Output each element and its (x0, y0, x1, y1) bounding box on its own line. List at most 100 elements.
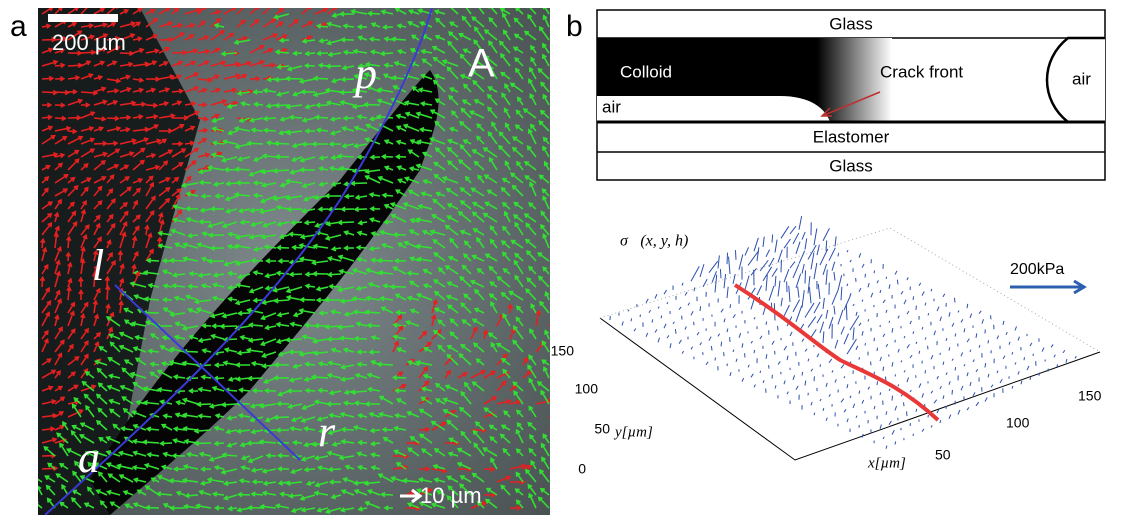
arrow (171, 60, 184, 67)
arrow (158, 128, 174, 134)
arrow (304, 361, 316, 367)
arrow (355, 285, 368, 292)
arrow (369, 427, 381, 434)
arrow (459, 229, 472, 236)
arrow (822, 331, 825, 343)
arrow (298, 308, 316, 314)
arrow (483, 29, 498, 41)
arrow (942, 361, 945, 366)
arrow (380, 153, 394, 160)
arrow (54, 136, 68, 145)
arrow (187, 232, 199, 239)
arrow (298, 78, 316, 84)
arrow (67, 301, 76, 314)
arrow (364, 61, 381, 68)
arrow (489, 436, 498, 444)
arrow (966, 407, 970, 411)
arrow (303, 62, 316, 69)
arrow (496, 475, 512, 483)
arrow (159, 440, 173, 447)
arrow (145, 102, 159, 109)
arrow (732, 314, 736, 319)
arrow (921, 393, 924, 398)
arrow (981, 319, 984, 324)
arrow (1008, 341, 1011, 345)
arrow (354, 372, 368, 379)
arrow (193, 428, 212, 434)
arrow (822, 297, 825, 309)
arrow (236, 491, 251, 498)
arrow (227, 284, 238, 291)
arrow (395, 139, 407, 145)
arrow (85, 404, 95, 418)
arrow (750, 373, 754, 378)
arrow (726, 252, 729, 265)
arrow (262, 221, 277, 228)
arrow (197, 116, 209, 122)
arrow (945, 372, 948, 376)
arrow (855, 415, 858, 419)
arrow (457, 159, 472, 171)
arrow (169, 311, 186, 318)
arrow (407, 189, 420, 197)
arrow (861, 433, 864, 438)
arrow (735, 358, 738, 362)
arrow (67, 384, 79, 392)
arrow (418, 366, 429, 379)
arrow (158, 74, 176, 80)
arrow (535, 309, 542, 327)
arrow (119, 114, 132, 121)
arrow (54, 339, 65, 353)
arrow (780, 297, 783, 307)
arrow (354, 194, 368, 200)
arrow (161, 269, 173, 275)
arrow (261, 351, 277, 359)
arrow (448, 87, 459, 93)
arrow (290, 219, 303, 226)
arrow (660, 315, 663, 319)
arrow (458, 353, 472, 366)
arrow (200, 283, 212, 289)
arrow (185, 294, 199, 301)
arrow (528, 377, 537, 392)
arrow (538, 174, 550, 184)
arrow (210, 17, 222, 28)
arrow (340, 364, 355, 370)
arrow (669, 343, 672, 349)
arrow (227, 505, 238, 512)
arrow (303, 322, 316, 328)
arrow (392, 425, 407, 432)
arrow (470, 69, 485, 80)
arrow (801, 231, 806, 240)
arrow (119, 151, 135, 158)
arrow (963, 363, 966, 367)
arrow (514, 124, 524, 132)
arrow (511, 146, 524, 158)
arrow (471, 318, 485, 327)
arrow (1014, 362, 1017, 365)
arrow (338, 335, 355, 341)
arrow (145, 124, 160, 132)
arrow (477, 174, 485, 184)
arrow (131, 410, 147, 418)
crack-line (44, 8, 433, 515)
arrow (211, 140, 225, 146)
arrow (430, 502, 446, 509)
arrow (318, 38, 329, 44)
arrow (819, 321, 825, 334)
arrow (93, 46, 108, 54)
arrow (960, 385, 964, 391)
arrow (326, 21, 342, 28)
arrow (188, 334, 199, 340)
arrow (541, 359, 550, 366)
arrow (145, 17, 159, 28)
arrow (376, 87, 394, 93)
arrow (370, 335, 381, 341)
arrow (726, 328, 729, 333)
arrow (450, 110, 459, 119)
arrow (67, 89, 78, 95)
arrow (326, 336, 342, 342)
arrow (512, 46, 524, 54)
arrow (489, 281, 498, 288)
arrow (67, 220, 78, 236)
